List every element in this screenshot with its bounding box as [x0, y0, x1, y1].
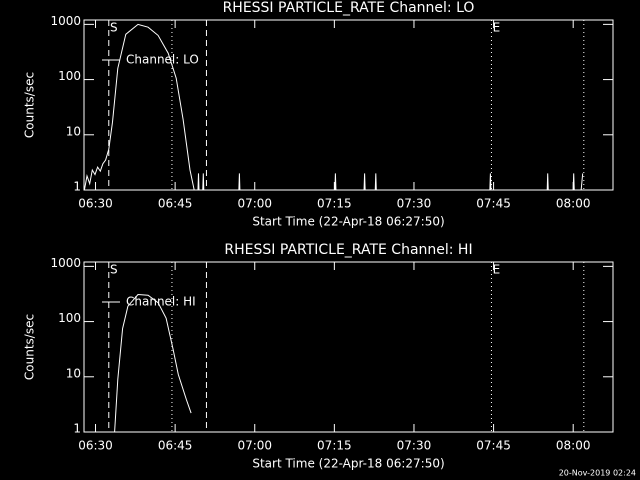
y-axis-label: Counts/sec: [23, 314, 37, 380]
y-tick-label: 10: [66, 124, 81, 138]
x-axis-label: Start Time (22-Apr-18 06:27:50): [252, 457, 444, 471]
x-tick-label: 08:00: [556, 197, 591, 211]
x-tick-label: 07:15: [317, 197, 352, 211]
chart-title: RHESSI PARTICLE_RATE Channel: LO: [223, 0, 475, 16]
y-axis-label: Counts/sec: [23, 72, 37, 138]
plot-area: [84, 23, 584, 190]
legend-label: Channel: HI: [126, 295, 196, 309]
x-tick-label: 06:45: [158, 439, 193, 453]
data-line: [114, 293, 192, 432]
x-tick-label: 07:00: [237, 197, 272, 211]
footer: 20-Nov-2019 02:24: [559, 469, 636, 478]
y-tick-label: 10: [66, 366, 81, 380]
x-tick-label: 06:45: [158, 197, 193, 211]
flag-label: S: [110, 263, 118, 277]
y-tick-label: 1: [73, 180, 81, 194]
x-tick-label: 06:30: [78, 439, 113, 453]
plot-area: [114, 293, 192, 432]
legend-label: Channel: LO: [126, 53, 199, 67]
x-tick-label: 07:15: [317, 439, 352, 453]
y-tick-label: 1000: [50, 14, 81, 28]
flag-label: S: [110, 21, 118, 35]
x-tick-label: 07:30: [397, 439, 432, 453]
x-tick-label: 07:45: [476, 197, 511, 211]
x-tick-label: 07:30: [397, 197, 432, 211]
plot-frame: [83, 261, 614, 433]
y-tick-label: 100: [58, 311, 81, 325]
flag-label: E: [493, 263, 501, 277]
x-tick-label: 07:00: [237, 439, 272, 453]
x-tick-label: 07:45: [476, 439, 511, 453]
x-axis-label: Start Time (22-Apr-18 06:27:50): [252, 215, 444, 229]
y-tick-label: 1000: [50, 256, 81, 270]
data-line: [84, 23, 584, 190]
flag-label: E: [493, 21, 501, 35]
x-tick-label: 06:30: [78, 197, 113, 211]
y-tick-label: 100: [58, 69, 81, 83]
y-tick-label: 1: [73, 422, 81, 436]
plot-frame: [83, 19, 614, 191]
chart-title: RHESSI PARTICLE_RATE Channel: HI: [224, 242, 472, 258]
x-tick-label: 08:00: [556, 439, 591, 453]
